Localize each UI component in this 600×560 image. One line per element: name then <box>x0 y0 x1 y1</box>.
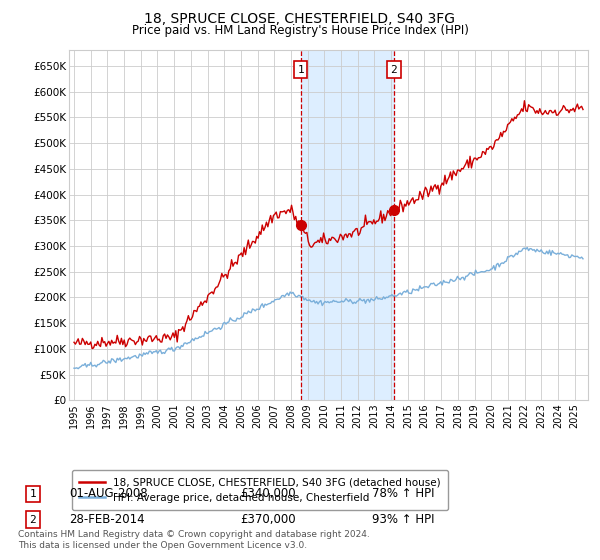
Text: 2: 2 <box>391 64 397 74</box>
Text: 18, SPRUCE CLOSE, CHESTERFIELD, S40 3FG: 18, SPRUCE CLOSE, CHESTERFIELD, S40 3FG <box>145 12 455 26</box>
Text: 1: 1 <box>29 489 37 499</box>
Text: This data is licensed under the Open Government Licence v3.0.: This data is licensed under the Open Gov… <box>18 541 307 550</box>
Legend: 18, SPRUCE CLOSE, CHESTERFIELD, S40 3FG (detached house), HPI: Average price, de: 18, SPRUCE CLOSE, CHESTERFIELD, S40 3FG … <box>71 470 448 510</box>
Text: £340,000: £340,000 <box>240 487 296 501</box>
Text: 1: 1 <box>298 64 304 74</box>
Text: Contains HM Land Registry data © Crown copyright and database right 2024.: Contains HM Land Registry data © Crown c… <box>18 530 370 539</box>
Text: £370,000: £370,000 <box>240 513 296 526</box>
Text: 2: 2 <box>29 515 37 525</box>
Text: Price paid vs. HM Land Registry's House Price Index (HPI): Price paid vs. HM Land Registry's House … <box>131 24 469 36</box>
Text: 93% ↑ HPI: 93% ↑ HPI <box>372 513 434 526</box>
Text: 01-AUG-2008: 01-AUG-2008 <box>69 487 148 501</box>
Text: 28-FEB-2014: 28-FEB-2014 <box>69 513 145 526</box>
Text: 78% ↑ HPI: 78% ↑ HPI <box>372 487 434 501</box>
Bar <box>301 50 394 400</box>
